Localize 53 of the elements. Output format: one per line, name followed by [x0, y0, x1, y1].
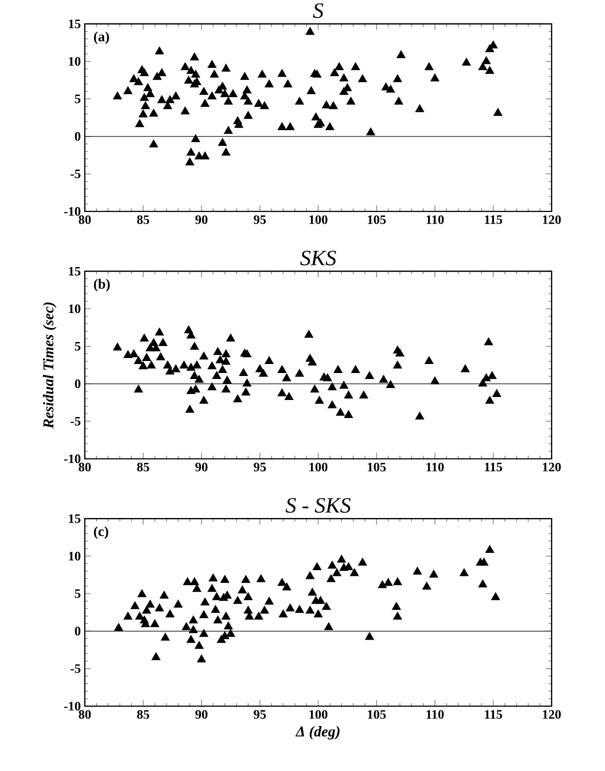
x-tick-label: 80	[78, 462, 91, 472]
x-tick-label: 115	[484, 710, 502, 719]
x-tick-label: 105	[368, 215, 386, 224]
x-tick-label: 120	[542, 215, 561, 224]
x-tick-label: 110	[426, 462, 444, 472]
x-tick-label: 105	[368, 462, 386, 472]
y-tick-label: 15	[68, 20, 80, 28]
x-tick-label: 120	[542, 710, 561, 719]
y-tick-label: 10	[68, 304, 80, 314]
x-tick-label: 95	[254, 710, 266, 719]
x-tick-label: 95	[254, 462, 266, 472]
x-tick-label: 80	[78, 215, 91, 224]
x-tick-label: 90	[195, 215, 208, 224]
x-tick-label: 100	[309, 462, 328, 472]
chart-title: SKS	[300, 250, 336, 266]
x-tick-label: 85	[136, 710, 149, 719]
y-tick-label: -10	[64, 702, 80, 711]
y-tick-label: -5	[70, 170, 80, 178]
y-tick-label: 10	[68, 57, 80, 66]
y-axis-title: Residual Times (sec)	[42, 302, 56, 429]
x-tick-label: 95	[254, 215, 266, 224]
y-tick-label: 5	[74, 342, 80, 351]
y-tick-label: 0	[74, 626, 80, 636]
annotation: (c)	[94, 526, 108, 539]
x-tick-label: 110	[426, 710, 444, 719]
x-tick-label: 120	[542, 462, 561, 472]
y-tick-label: -10	[64, 207, 80, 216]
x-tick-label: 85	[136, 215, 149, 224]
x-tick-label: 115	[484, 215, 502, 224]
x-tick-label: 80	[78, 710, 91, 719]
x-tick-label: 100	[309, 215, 328, 224]
annotation: (b)	[94, 278, 110, 292]
x-tick-label: 100	[309, 710, 328, 719]
chart-title: S - SKS	[285, 498, 350, 513]
y-tick-label: 10	[68, 552, 80, 561]
y-tick-label: 5	[74, 94, 80, 104]
x-tick-label: 90	[195, 462, 208, 472]
x-tick-label: 110	[426, 215, 444, 224]
y-tick-label: 0	[74, 132, 80, 141]
y-tick-label: 0	[74, 379, 80, 388]
annotation: (a)	[94, 32, 109, 44]
x-tick-label: 105	[368, 710, 386, 719]
x-tick-label: 115	[484, 462, 502, 472]
y-tick-label: 5	[74, 589, 80, 598]
x-tick-label: 85	[136, 462, 149, 472]
y-tick-label: -5	[70, 416, 80, 426]
x-tick-label: 90	[195, 710, 208, 719]
y-tick-label: -5	[70, 664, 80, 673]
x-axis-title: Δ (deg)	[295, 726, 340, 740]
y-tick-label: -10	[64, 454, 80, 464]
chart-title: S	[312, 3, 324, 18]
y-tick-label: 15	[68, 266, 80, 276]
y-tick-label: 15	[68, 514, 80, 523]
